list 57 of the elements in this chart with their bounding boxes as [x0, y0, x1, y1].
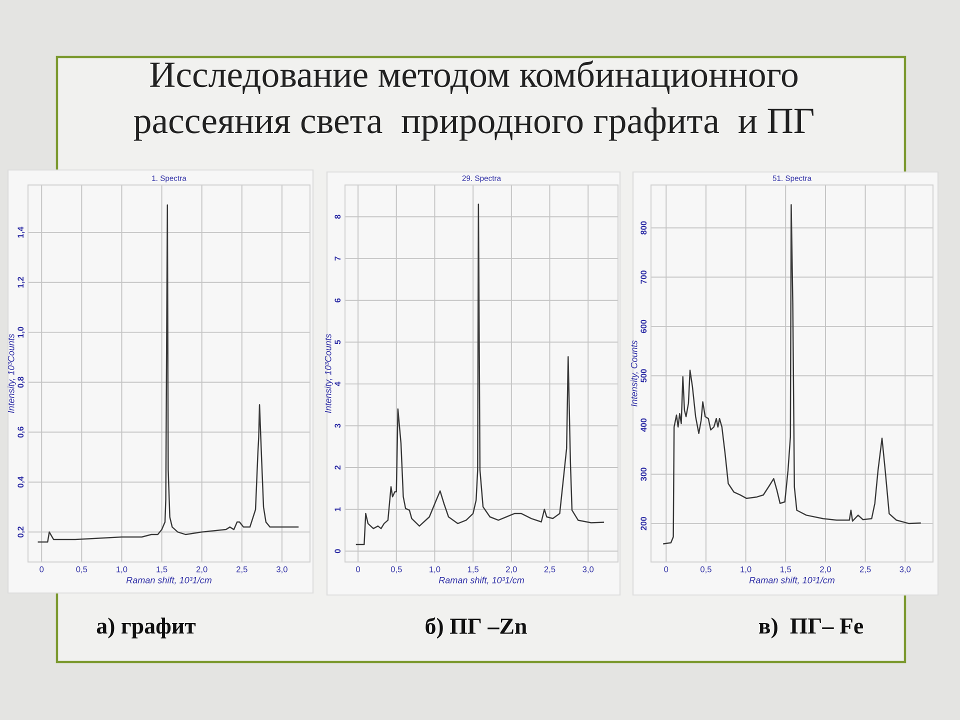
- y-tick-label: 700: [640, 270, 647, 284]
- x-tick-label: 2,5: [544, 566, 556, 574]
- x-tick-label: 1,0: [740, 566, 752, 574]
- y-tick-label: 400: [640, 418, 647, 432]
- x-tick-label: 0,5: [700, 566, 712, 574]
- y-tick-label: 6: [334, 298, 341, 302]
- x-tick-label: 0: [356, 566, 360, 572]
- y-tick-label: 3: [334, 424, 341, 428]
- y-tick-label: 600: [640, 320, 647, 334]
- y-tick-label: 0: [334, 549, 341, 554]
- x-axis-title: Raman shift, 10³1/cm: [749, 576, 834, 584]
- x-tick-label: 1,5: [780, 566, 792, 574]
- line-series: [38, 204, 299, 543]
- x-tick-label: 0,5: [390, 566, 402, 574]
- y-axis-title: Intensity, 10³Counts: [8, 334, 16, 413]
- y-tick-label: 300: [640, 468, 647, 482]
- x-tick-label: 3,0: [276, 566, 288, 574]
- x-tick-label: 3,0: [900, 566, 911, 574]
- text: б) ПГ –Zn: [426, 617, 527, 639]
- x-tick-label: 3,0: [582, 566, 594, 574]
- x-tick-label: 2,0: [506, 566, 517, 574]
- y-tick-label: 0,6: [18, 426, 25, 438]
- y-tick-label: 800: [640, 221, 647, 235]
- y-tick-label: 1,4: [18, 226, 25, 238]
- y-tick-label: 0,4: [18, 476, 25, 488]
- x-tick-label: 1,5: [468, 566, 479, 574]
- x-tick-label: 0,5: [76, 566, 88, 574]
- y-tick-label: 5: [334, 340, 341, 344]
- y-tick-label: 2: [334, 466, 340, 470]
- y-tick-label: 1: [334, 507, 340, 512]
- x-tick-label: 2,5: [236, 566, 248, 574]
- y-tick-label: 0,2: [18, 526, 25, 538]
- y-axis-title: Intensity, Counts: [630, 340, 640, 406]
- y-tick-label: 7: [334, 256, 340, 261]
- y-tick-label: 1,0: [18, 326, 25, 338]
- line-series: [663, 204, 921, 544]
- y-tick-label: 0,8: [18, 376, 25, 388]
- y-tick-label: 1,2: [18, 276, 25, 288]
- y-tick-label: 4: [334, 382, 340, 386]
- y-tick-label: 200: [640, 516, 647, 530]
- x-tick-label: 0: [664, 566, 668, 572]
- x-axis-title: Raman shift, 10³1/cm: [438, 576, 524, 584]
- y-tick-label: 500: [640, 369, 647, 382]
- line-series: [356, 204, 604, 546]
- x-axis-title: Raman shift, 10³1/cm: [126, 576, 212, 584]
- x-tick-label: 2,5: [860, 566, 871, 574]
- text: Исследование методом комбинационного рассеяния света природного графита и ПГ: [134, 60, 814, 141]
- text: в) ПГ– Fe: [758, 618, 864, 638]
- x-tick-label: 2,0: [196, 566, 208, 574]
- x-tick-label: 1,0: [116, 566, 128, 574]
- x-tick-label: 1,0: [430, 566, 440, 574]
- x-tick-label: 1,5: [156, 566, 168, 574]
- x-tick-label: 0: [40, 566, 44, 572]
- x-tick-label: 2,0: [820, 566, 831, 574]
- y-axis-title: Intensity, 10³Counts: [324, 334, 334, 413]
- text: а) графит: [96, 618, 196, 638]
- y-tick-label: 8: [334, 214, 341, 219]
